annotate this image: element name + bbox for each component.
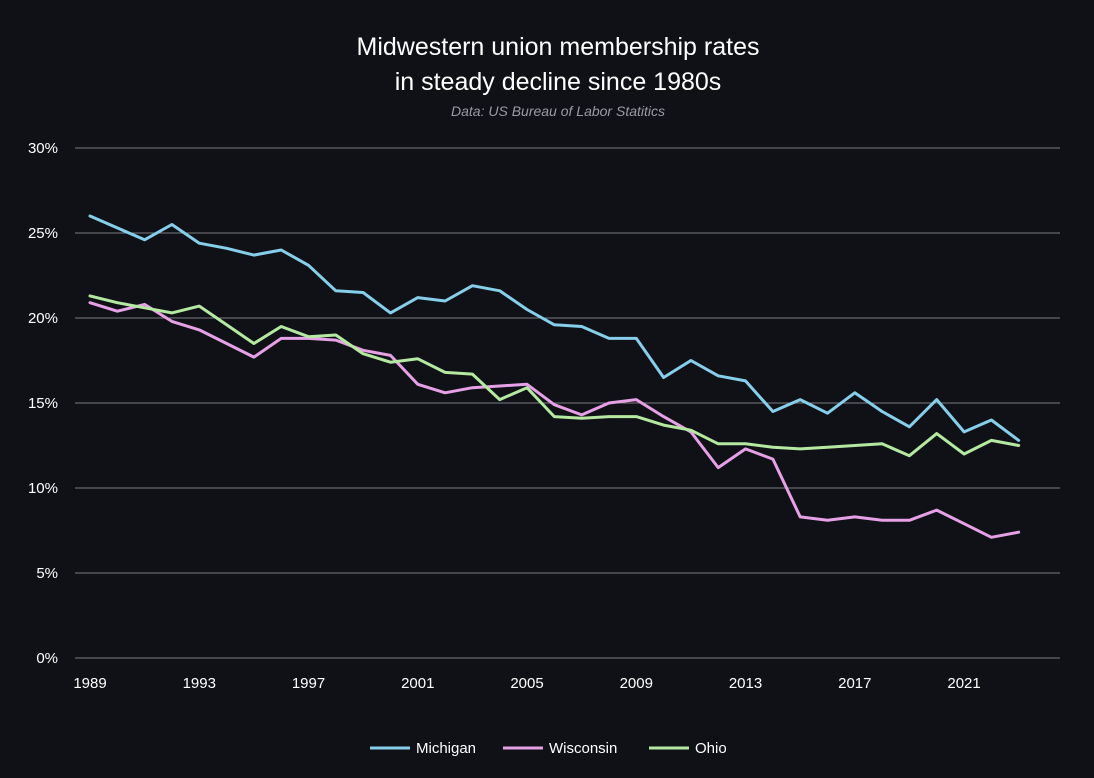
x-tick-label: 1993 [183,675,216,692]
chart-title-line-1: Midwestern union membership rates [357,33,760,61]
y-tick-label: 10% [28,480,58,497]
x-tick-label: 1989 [73,675,106,692]
chart-title-line-2: in steady decline since 1980s [395,68,722,96]
y-tick-label: 0% [36,650,58,667]
chart-subtitle: Data: US Bureau of Labor Statitics [451,103,665,119]
y-tick-label: 20% [28,310,58,327]
x-tick-label: 2017 [838,675,871,692]
legend-label-michigan: Michigan [416,740,476,757]
x-axis-ticks: 1989 1993 1997 2001 2005 2009 2013 2017 2021 [73,675,980,692]
legend: Michigan Wisconsin Ohio [370,740,727,757]
y-tick-label: 25% [28,225,58,242]
series-line-wisconsin [88,301,1021,539]
x-tick-label: 2009 [620,675,653,692]
x-tick-label: 1997 [292,675,325,692]
legend-label-ohio: Ohio [695,740,727,757]
x-tick-label: 2001 [401,675,434,692]
series-line-ohio [88,294,1021,458]
x-tick-label: 2005 [510,675,543,692]
series-line-michigan [88,214,1021,442]
series-lines [88,214,1021,539]
x-tick-label: 2013 [729,675,762,692]
y-axis-ticks: 0% 5% 10% 15% 20% 25% 30% [28,140,58,667]
y-tick-label: 30% [28,140,58,157]
grid-lines [75,147,1060,659]
y-tick-label: 5% [36,565,58,582]
x-tick-label: 2021 [947,675,980,692]
legend-label-wisconsin: Wisconsin [549,740,617,757]
y-tick-label: 15% [28,395,58,412]
